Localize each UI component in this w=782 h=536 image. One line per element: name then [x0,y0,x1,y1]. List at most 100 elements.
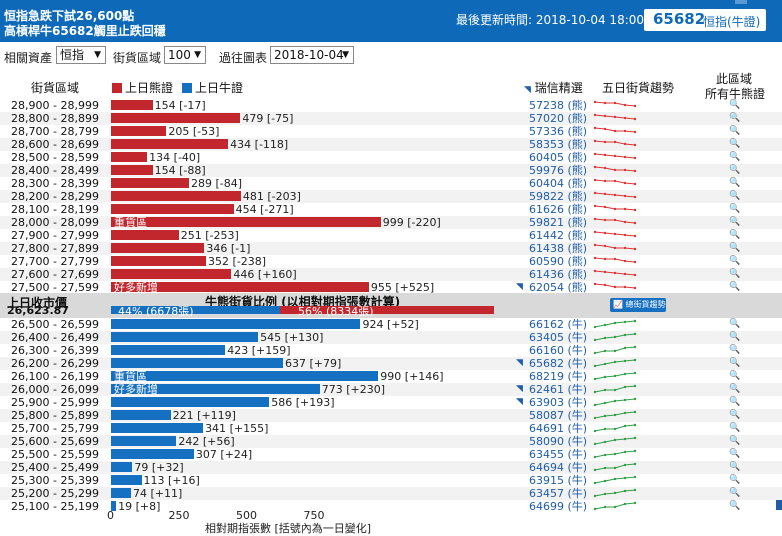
featured-warrant-code[interactable]: 65682 [653,10,706,28]
search-icon[interactable]: 🔍 [729,230,741,240]
bear-bar[interactable] [111,126,167,136]
bull-bar[interactable] [111,397,270,407]
search-icon[interactable]: 🔍 [729,139,741,149]
search-icon[interactable]: 🔍 [729,423,741,433]
trend-sparkline[interactable] [593,99,639,112]
featured-warrant-link[interactable]: 58353 (熊) [529,138,588,151]
bear-bar[interactable] [111,230,179,240]
search-icon[interactable]: 🔍 [729,282,741,292]
featured-warrant-link[interactable]: 64699 (牛) [529,500,588,513]
trend-sparkline[interactable] [593,255,639,268]
bull-bar[interactable] [111,501,117,511]
featured-warrant-link[interactable]: 57238 (熊) [529,99,588,112]
search-icon[interactable]: 🔍 [729,178,741,188]
search-icon[interactable]: 🔍 [729,100,741,110]
search-icon[interactable]: 🔍 [729,345,741,355]
featured-warrant-link[interactable]: 62054 (熊) [529,281,588,294]
search-icon[interactable]: 🔍 [729,501,741,511]
trend-sparkline[interactable] [593,190,639,203]
trend-sparkline[interactable] [593,396,639,409]
bull-bar[interactable] [111,475,142,485]
search-icon[interactable]: 🔍 [729,256,741,266]
trend-sparkline[interactable] [593,409,639,422]
trend-sparkline[interactable] [593,435,639,448]
trend-sparkline[interactable] [593,229,639,242]
featured-warrant-link[interactable]: 59821 (熊) [529,216,588,229]
search-icon[interactable]: 🔍 [729,243,741,253]
featured-warrant-link[interactable]: 63405 (牛) [529,331,588,344]
featured-warrant-link[interactable]: 64691 (牛) [529,422,588,435]
featured-warrant-link[interactable]: 63903 (牛) [529,396,588,409]
featured-warrant-link[interactable]: 65682 (牛) [529,357,588,370]
search-icon[interactable]: 🔍 [729,217,741,227]
trend-sparkline[interactable] [593,318,639,331]
featured-warrant-link[interactable]: 66160 (牛) [529,344,588,357]
search-icon[interactable]: 🔍 [729,410,741,420]
total-trend-button[interactable]: 📈 總街貨趨勢 [610,298,666,312]
search-icon[interactable]: 🔍 [729,332,741,342]
search-icon[interactable]: 🔍 [729,397,741,407]
trend-sparkline[interactable] [593,177,639,190]
search-icon[interactable]: 🔍 [729,488,741,498]
featured-warrant-box[interactable]: 65682 恒指(牛證) [644,9,766,31]
headline-line-2[interactable]: 高槓桿牛65682觸里止跌回穩 [4,24,166,38]
asset-select[interactable]: 恒指 ▼ [56,46,106,64]
trend-sparkline[interactable] [593,216,639,229]
featured-warrant-link[interactable]: 58090 (牛) [529,435,588,448]
trend-sparkline[interactable] [593,138,639,151]
bull-bar[interactable] [111,488,131,498]
featured-warrant-link[interactable]: 63455 (牛) [529,448,588,461]
search-icon[interactable]: 🔍 [729,358,741,368]
bull-bar[interactable] [111,423,204,433]
bear-bar[interactable] [111,165,153,175]
bear-bar[interactable] [111,256,207,266]
past-chart-select[interactable]: 2018-10-04 ▼ [270,46,354,64]
trend-sparkline[interactable] [593,461,639,474]
bear-bar[interactable] [111,100,153,110]
trend-sparkline[interactable] [593,331,639,344]
trend-sparkline[interactable] [593,383,639,396]
featured-warrant-link[interactable]: 61626 (熊) [529,203,588,216]
trend-sparkline[interactable] [593,268,639,281]
bull-bar[interactable] [111,410,171,420]
scrollbar[interactable] [776,500,782,510]
trend-sparkline[interactable] [593,500,639,513]
bear-bar[interactable] [111,191,241,201]
trend-sparkline[interactable] [593,357,639,370]
trend-sparkline[interactable] [593,422,639,435]
bull-bar[interactable] [111,462,133,472]
featured-warrant-link[interactable]: 62461 (牛) [529,383,588,396]
search-icon[interactable]: 🔍 [729,319,741,329]
featured-warrant-link[interactable]: 61438 (熊) [529,242,588,255]
trend-sparkline[interactable] [593,474,639,487]
search-icon[interactable]: 🔍 [729,113,741,123]
featured-warrant-link[interactable]: 63457 (牛) [529,487,588,500]
featured-warrant-link[interactable]: 66162 (牛) [529,318,588,331]
zone-select[interactable]: 100 ▼ [164,46,206,64]
trend-sparkline[interactable] [593,125,639,138]
featured-warrant-link[interactable]: 60404 (熊) [529,177,588,190]
bear-bar[interactable] [111,217,381,227]
bear-bar[interactable] [111,139,229,149]
bear-bar[interactable] [111,152,148,162]
search-icon[interactable]: 🔍 [729,191,741,201]
search-icon[interactable]: 🔍 [729,475,741,485]
trend-sparkline[interactable] [593,281,639,294]
search-icon[interactable]: 🔍 [729,462,741,472]
search-icon[interactable]: 🔍 [729,126,741,136]
search-icon[interactable]: 🔍 [729,152,741,162]
featured-warrant-link[interactable]: 61436 (熊) [529,268,588,281]
featured-warrant-link[interactable]: 61442 (熊) [529,229,588,242]
bear-bar[interactable] [111,204,234,214]
featured-warrant-link[interactable]: 68219 (牛) [529,370,588,383]
featured-warrant-name[interactable]: 恒指(牛證) [703,15,761,29]
featured-warrant-link[interactable]: 59976 (熊) [529,164,588,177]
trend-sparkline[interactable] [593,370,639,383]
trend-sparkline[interactable] [593,164,639,177]
trend-sparkline[interactable] [593,344,639,357]
trend-sparkline[interactable] [593,242,639,255]
featured-warrant-link[interactable]: 63915 (牛) [529,474,588,487]
bull-bar[interactable] [111,371,379,381]
featured-warrant-link[interactable]: 57336 (熊) [529,125,588,138]
search-icon[interactable]: 🔍 [729,449,741,459]
